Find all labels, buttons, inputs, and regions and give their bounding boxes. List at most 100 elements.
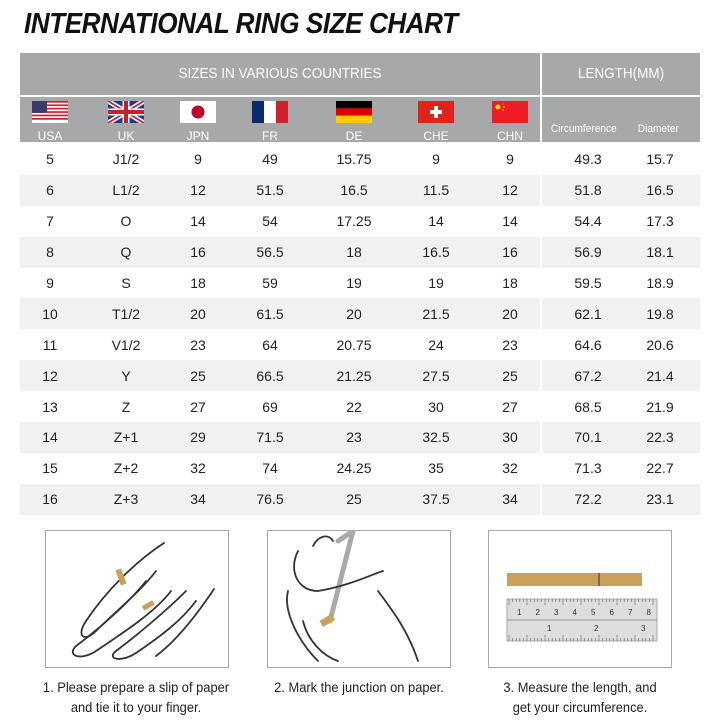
table-cell: 23 — [502, 336, 518, 353]
table-cell: 25 — [346, 491, 362, 508]
switzerland-flag-icon — [418, 101, 454, 123]
step-1-illustration — [45, 530, 229, 668]
table-cell: L1/2 — [112, 182, 140, 199]
table-row: 12 Y 25 66.5 21.25 27.5 25 67.2 21.4 — [20, 360, 700, 392]
table-cell: 27 — [190, 398, 206, 415]
table-cell: 16.5 — [646, 182, 674, 199]
sizes-header: SIZES IN VARIOUS COUNTRIES USA UK JPN FR DE C… — [20, 53, 540, 143]
table-cell: 10 — [42, 305, 58, 322]
table-cell: 19 — [428, 275, 444, 291]
table-cell: 14 — [502, 213, 518, 230]
table-cell: 74 — [262, 460, 278, 477]
circumference-label: Circumference — [550, 123, 617, 135]
table-cell: 18 — [190, 275, 206, 291]
table-row: 14 Z+1 29 71.5 23 32.5 30 70.1 22.3 — [20, 422, 700, 453]
japan-flag-icon — [180, 101, 216, 123]
step-1-caption: 1. Please prepare a slip of paper and tie… — [42, 679, 230, 715]
table-cell: 20 — [190, 305, 206, 322]
ruler-mark: 5 — [591, 608, 596, 617]
table-cell: 22 — [346, 398, 362, 415]
table-cell: 68.5 — [574, 398, 602, 415]
table-cell: 21.5 — [422, 305, 450, 322]
step-3-caption: 3. Measure the length, and get your circu… — [503, 679, 657, 715]
table-row: 8 Q 16 56.5 18 16.5 16 56.9 18.1 — [20, 236, 700, 268]
country-jpn: JPN — [168, 97, 228, 143]
table-cell: 9 — [506, 151, 514, 168]
table-cell: 51.5 — [256, 182, 284, 199]
divider — [542, 95, 700, 97]
diameter-label: Diameter — [637, 123, 679, 135]
table-cell: 8 — [46, 244, 54, 261]
table-cell: 13 — [42, 398, 58, 415]
us-flag-icon — [32, 101, 68, 123]
table-cell: 69 — [262, 398, 278, 415]
table-cell: 14 — [42, 429, 58, 446]
table-cell: 61.5 — [256, 305, 284, 322]
table-cell: 21.4 — [646, 367, 674, 384]
table-cell: 11 — [42, 336, 58, 353]
table-cell: 14 — [190, 213, 206, 230]
table-cell: 54.4 — [574, 213, 602, 230]
china-flag-icon — [492, 101, 528, 123]
divider — [20, 95, 540, 97]
table-cell: Y — [121, 367, 131, 384]
table-row: 13 Z 27 69 22 30 27 68.5 21.9 — [20, 391, 700, 422]
table-cell: 49.3 — [574, 151, 602, 168]
table-cell: 34 — [190, 491, 206, 508]
table-cell: 59.5 — [574, 275, 602, 291]
table-cell: 25 — [502, 367, 518, 384]
table-cell: Z — [121, 398, 131, 415]
sizes-title: SIZES IN VARIOUS COUNTRIES — [178, 65, 382, 82]
table-cell: 25 — [190, 367, 206, 384]
table-cell: 18 — [502, 275, 518, 291]
country-chn: CHN — [480, 97, 540, 143]
table-cell: 30 — [428, 398, 444, 415]
table-cell: 34 — [502, 491, 518, 508]
table-cell: O — [120, 213, 132, 230]
country-usa: USA — [20, 97, 80, 143]
table-cell: 17.25 — [336, 213, 372, 230]
table-row: 6 L1/2 12 51.5 16.5 11.5 12 51.8 16.5 — [20, 174, 700, 206]
table-cell: 64.6 — [574, 336, 602, 353]
table-cell: 24 — [428, 336, 444, 353]
table-cell: S — [121, 275, 131, 291]
table-cell: 32 — [190, 460, 206, 477]
table-cell: 11.5 — [422, 182, 450, 199]
table-cell: 16 — [42, 491, 58, 508]
table-cell: 54 — [262, 213, 278, 230]
table-cell: 16.5 — [422, 244, 450, 261]
table-cell: 66.5 — [256, 367, 284, 384]
table-cell: 37.5 — [422, 491, 450, 508]
table-row: 9 S 18 59 19 19 18 59.5 18.9 — [20, 268, 700, 299]
ruler-mark: 3 — [641, 624, 646, 633]
table-cell: 51.8 — [574, 182, 602, 199]
table-cell: 16 — [190, 244, 206, 261]
table-cell: 21.9 — [646, 398, 674, 415]
table-cell: 35 — [428, 460, 444, 477]
table-cell: 7 — [46, 213, 54, 230]
table-cell: 6 — [46, 182, 54, 199]
table-cell: 56.9 — [574, 244, 602, 261]
country-code: DE — [345, 129, 363, 143]
table-cell: 12 — [502, 182, 518, 199]
table-cell: 23 — [190, 336, 206, 353]
table-cell: 21.25 — [336, 367, 372, 384]
step-2-illustration — [267, 525, 451, 668]
table-cell: 27 — [502, 398, 518, 415]
ruler-mark: 7 — [628, 608, 633, 617]
divider — [540, 144, 542, 515]
table-cell: 15 — [42, 460, 58, 477]
size-table: 5 J1/2 9 49 15.75 9 9 49.3 15.7 6 L1/2 12 51.5 16.5 11… — [20, 144, 700, 515]
country-uk: UK — [96, 97, 156, 143]
table-cell: 27.5 — [422, 367, 450, 384]
country-code: FR — [262, 129, 278, 143]
step-2-caption: 2. Mark the junction on paper. — [274, 679, 444, 695]
ruler-mark: 2 — [594, 624, 599, 633]
table-cell: 70.1 — [574, 429, 602, 446]
table-cell: 62.1 — [574, 305, 602, 322]
table-cell: Q — [120, 244, 132, 261]
table-cell: 19.8 — [646, 305, 674, 322]
page-title: INTERNATIONAL RING SIZE CHART — [24, 8, 458, 40]
country-code: CHN — [497, 129, 523, 143]
uk-flag-icon — [108, 101, 144, 123]
